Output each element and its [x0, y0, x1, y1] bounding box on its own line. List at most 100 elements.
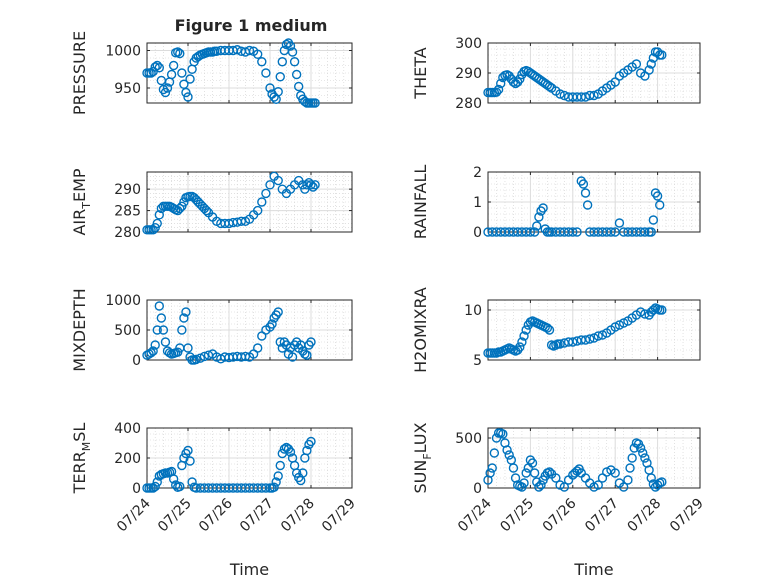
data-point — [291, 69, 302, 80]
data-point — [199, 351, 210, 362]
y-axis-label: SUNFLUX — [411, 422, 434, 493]
data-point — [273, 307, 283, 317]
data-point — [302, 445, 312, 456]
x-tick-label: 07/26 — [540, 495, 580, 535]
axes-box — [487, 427, 701, 489]
data-point — [277, 57, 287, 67]
data-point — [646, 473, 656, 483]
data-point — [529, 227, 540, 237]
data-point — [515, 74, 525, 84]
y-tick-label: 500 — [455, 431, 482, 447]
x-tick-label: 07/28 — [278, 496, 318, 536]
data-point — [179, 79, 189, 89]
subplot-airtemp: 280 285 290 AIRTEMP — [70, 168, 353, 241]
data-point — [555, 339, 565, 349]
data-series — [142, 436, 316, 493]
data-point — [273, 175, 283, 186]
data-point — [183, 343, 193, 353]
data-point — [300, 184, 310, 194]
data-point — [519, 478, 529, 488]
data-point — [160, 337, 171, 347]
data-point — [306, 436, 316, 447]
data-point — [289, 57, 300, 67]
data-point — [487, 463, 497, 473]
data-point — [618, 482, 629, 492]
y-axis-label-subscript: M — [80, 442, 93, 452]
data-point — [275, 460, 285, 471]
data-point — [635, 443, 646, 453]
data-point — [185, 74, 195, 84]
y-tick-label: 1000 — [105, 44, 141, 60]
y-axis-label: TERRMSL — [70, 423, 93, 495]
data-point — [580, 188, 591, 198]
data-point — [152, 60, 162, 71]
data-series — [483, 176, 665, 237]
data-point — [648, 215, 659, 225]
data-point — [652, 191, 663, 201]
data-point — [568, 337, 578, 347]
data-point — [502, 445, 512, 455]
y-tick-label: 290 — [455, 66, 482, 82]
data-point — [253, 205, 263, 216]
data-point — [508, 463, 519, 473]
data-point — [158, 325, 169, 335]
x-tick-label: 07/27 — [237, 496, 277, 536]
data-point — [534, 212, 544, 222]
data-point — [544, 325, 555, 335]
data-point — [179, 313, 189, 323]
data-point — [257, 197, 267, 207]
subplot-theta: 280 290 300 THETA — [411, 36, 701, 112]
data-point — [240, 351, 251, 362]
data-series — [483, 303, 667, 358]
data-series — [142, 301, 316, 365]
y-axis-label: AIRTEMP — [70, 168, 93, 235]
data-point — [148, 346, 158, 356]
y-axis-label-rest: LUX — [411, 422, 430, 453]
data-point — [281, 39, 292, 50]
data-point — [285, 41, 296, 51]
y-axis-label-subscript: F — [421, 453, 434, 459]
axes-box — [146, 171, 353, 233]
data-point — [150, 223, 160, 233]
data-point — [181, 307, 191, 317]
y-axis-label-rest: EMP — [70, 168, 89, 202]
x-tick-label: 07/29 — [667, 496, 707, 536]
data-point — [585, 334, 595, 344]
data-point — [593, 480, 603, 490]
y-tick-label: 2 — [473, 165, 482, 181]
data-point — [655, 200, 665, 210]
y-axis-label-main: AIR — [70, 209, 89, 236]
y-tick-label: 0 — [473, 225, 482, 241]
data-point — [173, 47, 183, 57]
y-tick-label: 280 — [114, 225, 141, 241]
data-point — [308, 182, 318, 192]
data-point — [491, 87, 502, 97]
data-point — [529, 468, 540, 478]
data-point — [625, 463, 635, 473]
data-point — [515, 342, 525, 352]
data-point — [236, 216, 247, 226]
data-point — [285, 447, 296, 457]
data-point — [551, 473, 561, 483]
data-point — [291, 468, 302, 478]
data-point — [580, 335, 591, 345]
data-point — [257, 57, 267, 67]
y-axis-label: H2OMIXRA — [411, 287, 430, 373]
data-point — [631, 59, 642, 69]
subplot-rainfall: 0 1 2 RAINFALL — [411, 165, 701, 241]
data-point — [300, 349, 310, 359]
data-point — [261, 68, 271, 78]
data-point — [177, 325, 187, 335]
data-point — [175, 481, 185, 492]
data-point — [273, 87, 283, 97]
axes-box — [487, 299, 701, 361]
data-point — [644, 65, 654, 75]
data-point — [253, 343, 263, 353]
data-point — [265, 180, 275, 190]
subplot-terrmsl: 07/24 07/25 07/26 07/27 07/28 07/29 0 200 400 TER… — [70, 421, 359, 579]
subplot-h2omixra: 5 10 H2OMIXRA — [411, 287, 701, 373]
y-axis-label: PRESSURE — [70, 31, 89, 115]
y-axis-label-main: SUN — [411, 460, 430, 494]
